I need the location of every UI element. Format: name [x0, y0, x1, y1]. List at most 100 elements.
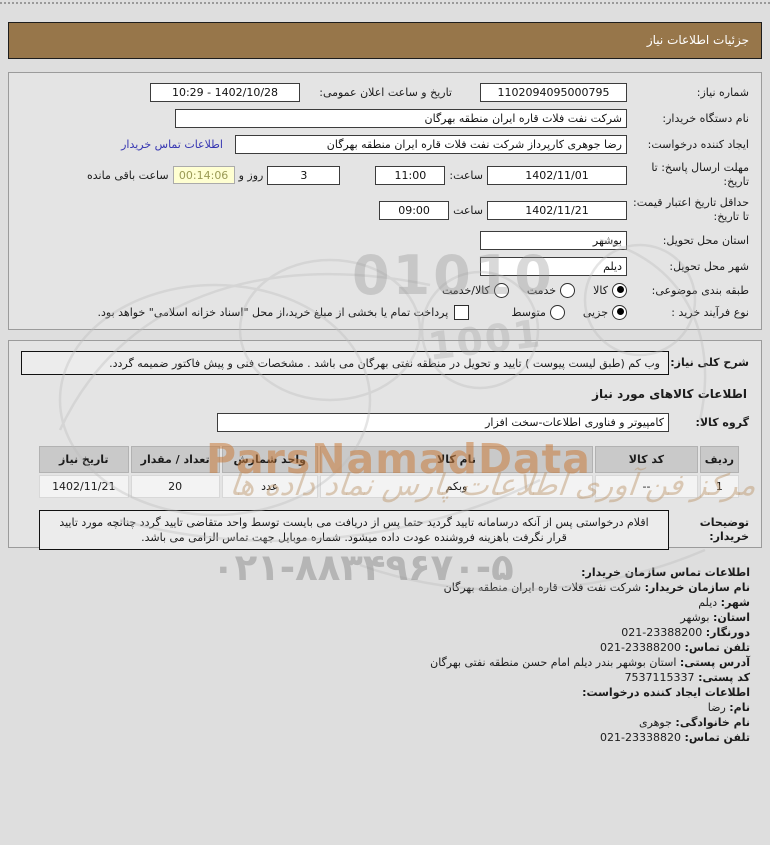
contact-postal-code-value: 7537115337 [624, 671, 695, 684]
remaining-days-label: روز و [238, 168, 264, 182]
validity-hour-input[interactable] [379, 200, 450, 220]
buyer-notes-box: اقلام درخواستی پس از آنکه درسامانه تایید… [39, 510, 669, 550]
creator-info-heading: اطلاعات ایجاد کننده درخواست: [582, 686, 750, 699]
row-delivery-province: استان محل تحویل: [21, 231, 749, 250]
contact-province-value: بوشهر [680, 611, 710, 624]
contact-fax-value: 23388200-021 [621, 626, 703, 639]
cell-count-unit: عدد [221, 475, 318, 498]
contact-org-name-label: نام سازمان خریدار: [644, 581, 750, 594]
radio-medium[interactable] [549, 305, 565, 320]
creator-last-name-label: نام خانوادگی: [675, 716, 750, 729]
delivery-city-input[interactable] [480, 257, 627, 276]
row-need-description: شرح کلی نیاز: وب کم (طبق لیست پیوست ) تا… [21, 351, 749, 375]
goods-section-heading: اطلاعات کالاهای مورد نیاز [592, 387, 747, 401]
cell-quantity: 20 [130, 475, 220, 498]
contact-province-label: استان: [713, 611, 750, 624]
buyer-notes-label: توضیحات خریدار: [699, 516, 749, 543]
radio-goods[interactable] [612, 283, 627, 298]
col-item-code: کد کالا [595, 446, 698, 473]
goods-group-input[interactable] [217, 413, 669, 432]
radio-goods-label: کالا [593, 284, 608, 297]
remaining-days-input[interactable] [267, 165, 341, 185]
creator-last-name: نام خانوادگی: جوهری [12, 715, 750, 730]
contact-phone: تلفن تماس: 23388200-021 [12, 640, 750, 655]
creator-first-name-value: رضا [707, 701, 726, 714]
treasury-docs-checkbox-label: پرداخت تمام یا بخشی از مبلغ خرید،از محل … [97, 306, 449, 319]
buyer-notes-text: اقلام درخواستی پس از آنکه درسامانه تایید… [59, 516, 649, 544]
contact-phone-value: 23388200-021 [600, 641, 682, 654]
goods-group-label: گروه کالا: [695, 415, 749, 429]
row-goods-group: گروه کالا: [21, 413, 749, 432]
contact-address: آدرس پستی: استان بوشهر بندر دیلم امام حس… [12, 655, 750, 670]
creator-phone-value: 23338820-021 [600, 731, 682, 744]
page-title: جزئیات اطلاعات نیاز [646, 33, 749, 47]
buyer-contact-section: اطلاعات تماس سازمان خریدار: نام سازمان خ… [12, 565, 750, 745]
radio-goods-service-label: کالا/خدمت [442, 284, 490, 297]
row-need-number: شماره نیاز: تاریخ و ساعت اعلان عمومی: [21, 83, 749, 102]
col-row-number: ردیف [699, 446, 739, 473]
radio-goods-service[interactable] [493, 283, 509, 298]
cell-need-date: 1402/11/21 [39, 475, 129, 498]
treasury-docs-checkbox[interactable] [454, 305, 470, 320]
creator-first-name: نام: رضا [12, 700, 750, 715]
radio-minor[interactable] [612, 305, 627, 320]
contact-postal-code: کد پستی: 7537115337 [12, 670, 750, 685]
deadline-hour-label: ساعت: [449, 168, 483, 182]
contact-postal-code-label: کد پستی: [698, 671, 750, 684]
goods-panel: شرح کلی نیاز: وب کم (طبق لیست پیوست ) تا… [8, 340, 762, 550]
contact-heading: اطلاعات تماس سازمان خریدار: [581, 566, 750, 579]
contact-fax-label: دورنگار: [705, 626, 750, 639]
goods-table-row: 1 -- وبکم عدد 20 1402/11/21 [39, 475, 739, 498]
row-purchase-process: نوع فرآیند خرید : جزیی متوسط پرداخت تمام… [21, 305, 749, 320]
request-creator-input[interactable] [235, 135, 627, 154]
buyer-org-input[interactable] [175, 109, 627, 128]
col-quantity: تعداد / مقدار [130, 446, 220, 473]
col-item-name: نام کالا [319, 446, 594, 473]
announce-datetime-input[interactable] [150, 83, 300, 102]
radio-service[interactable] [560, 283, 576, 298]
need-description-text: وب کم (طبق لیست پیوست ) تایید و تحویل در… [109, 356, 660, 370]
contact-address-value: استان بوشهر بندر دیلم امام حسن منطقه نفت… [430, 656, 677, 669]
contact-org-name-value: شرکت نفت فلات قاره ایران منطقه بهرگان [443, 581, 642, 594]
row-buyer-notes: توضیحات خریدار: اقلام درخواستی پس از آنک… [21, 510, 749, 550]
row-delivery-city: شهر محل تحویل: [21, 257, 749, 276]
need-info-panel: شماره نیاز: تاریخ و ساعت اعلان عمومی: نا… [8, 72, 762, 330]
row-price-validity: حداقل تاریخ اعتبار قیمت: تا تاریخ: ساعت [21, 196, 749, 224]
cell-item-name: وبکم [319, 475, 594, 498]
contact-province: استان: بوشهر [12, 610, 750, 625]
col-need-date: تاریخ نیاز [39, 446, 129, 473]
row-request-creator: ایجاد کننده درخواست: اطلاعات تماس خریدار [21, 135, 749, 154]
contact-phone-label: تلفن تماس: [684, 641, 750, 654]
deadline-date-input[interactable] [487, 165, 627, 185]
radio-minor-label: جزیی [582, 306, 608, 319]
row-buyer-org: نام دستگاه خریدار: [21, 109, 749, 128]
remaining-time-input[interactable] [172, 166, 235, 184]
contact-address-label: آدرس پستی: [679, 656, 750, 669]
deadline-hour-input[interactable] [375, 165, 446, 185]
delivery-province-label: استان محل تحویل: [662, 234, 749, 247]
buyer-contact-link[interactable]: اطلاعات تماس خریدار [121, 138, 223, 151]
validity-hour-label: ساعت [453, 203, 483, 217]
goods-table-header-row: ردیف کد کالا نام کالا واحد شمارش تعداد /… [39, 446, 739, 473]
contact-org-name: نام سازمان خریدار: شرکت نفت فلات قاره ای… [12, 580, 750, 595]
col-count-unit: واحد شمارش [221, 446, 318, 473]
response-deadline-label: مهلت ارسال پاسخ: تا تاریخ: [651, 161, 749, 188]
delivery-city-label: شهر محل تحویل: [669, 260, 749, 273]
radio-medium-label: متوسط [511, 306, 546, 319]
need-number-input[interactable] [480, 83, 627, 102]
page-title-bar: جزئیات اطلاعات نیاز [8, 22, 762, 59]
price-validity-label: حداقل تاریخ اعتبار قیمت: تا تاریخ: [633, 196, 749, 223]
contact-fax: دورنگار: 23388200-021 [12, 625, 750, 640]
cell-row-number: 1 [699, 475, 739, 498]
delivery-province-input[interactable] [480, 231, 627, 250]
need-description-box: وب کم (طبق لیست پیوست ) تایید و تحویل در… [21, 351, 669, 375]
creator-phone-label: تلفن تماس: [684, 731, 750, 744]
need-number-label: شماره نیاز: [696, 86, 749, 99]
buyer-org-label: نام دستگاه خریدار: [662, 112, 749, 125]
cell-item-code: -- [595, 475, 698, 498]
creator-first-name-label: نام: [729, 701, 750, 714]
creator-last-name-value: جوهری [638, 716, 672, 729]
validity-date-input[interactable] [487, 200, 627, 220]
request-creator-label: ایجاد کننده درخواست: [647, 138, 749, 151]
contact-city: شهر: دیلم [12, 595, 750, 610]
